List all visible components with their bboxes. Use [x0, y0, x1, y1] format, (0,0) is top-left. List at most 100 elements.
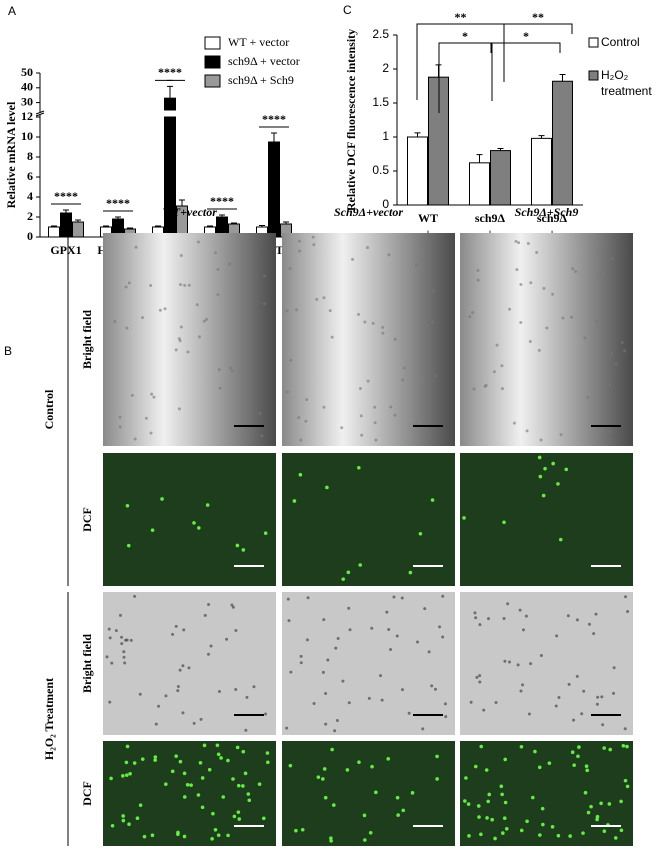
cell — [624, 595, 628, 599]
cell — [478, 680, 482, 684]
cell-signal — [493, 836, 497, 841]
cell — [389, 405, 393, 409]
significance-label: * — [523, 29, 529, 43]
cell — [571, 267, 575, 271]
cell-signal — [584, 764, 589, 768]
cell-signal — [541, 822, 545, 827]
cell — [373, 405, 377, 409]
cell-signal — [205, 503, 210, 507]
cell — [612, 691, 616, 695]
cell — [105, 655, 109, 659]
significance-label: ** — [158, 65, 170, 79]
cell — [306, 596, 310, 600]
brightfield-image — [103, 233, 276, 446]
cell — [312, 243, 316, 247]
cell — [545, 326, 549, 330]
brightfield-image — [282, 233, 455, 446]
error-bar — [559, 73, 566, 82]
cell — [366, 379, 370, 383]
fluorescence-image — [282, 453, 455, 586]
cell — [587, 622, 591, 626]
cell — [144, 416, 148, 420]
cell — [423, 265, 427, 269]
cell-signal — [464, 776, 468, 780]
group-label: H₂O₂ Treatment — [42, 678, 56, 760]
cell — [138, 692, 142, 696]
cell — [430, 684, 434, 688]
cell-signal — [487, 792, 492, 797]
significance-label: ** — [262, 112, 274, 126]
cell — [580, 712, 584, 716]
bar — [552, 80, 573, 206]
cell-signal — [329, 836, 333, 840]
cell — [400, 596, 404, 600]
cell — [387, 627, 391, 631]
cell — [217, 368, 221, 372]
cell-signal — [374, 790, 378, 795]
cell — [570, 315, 574, 319]
cell-signal — [226, 833, 230, 838]
cell — [179, 253, 183, 257]
cell — [299, 438, 303, 442]
cell — [286, 597, 290, 601]
cell-signal — [325, 485, 329, 490]
brightfield-image — [103, 592, 276, 735]
cell — [507, 660, 511, 664]
cell — [471, 311, 475, 315]
cell-signal — [362, 813, 367, 818]
cell — [122, 655, 126, 659]
x-tick-label: + — [549, 226, 556, 240]
cell — [260, 434, 264, 438]
cell — [557, 695, 561, 699]
cell — [518, 608, 522, 612]
cell-signal — [316, 775, 321, 779]
cell — [129, 638, 133, 642]
cell-signal — [502, 816, 507, 820]
cell — [583, 336, 587, 340]
legend-label: sch9Δ + Sch9 — [228, 73, 294, 87]
y-tick-label: 0 — [382, 197, 389, 211]
cell-signal — [185, 782, 190, 787]
error-bar — [271, 132, 277, 142]
cell-signal — [265, 751, 270, 755]
significance-label: ** — [66, 189, 78, 203]
error-bar — [127, 227, 133, 229]
legend-label: Control — [601, 35, 640, 49]
error-bar — [155, 225, 161, 227]
cell — [357, 312, 361, 316]
error-bar — [179, 199, 185, 206]
cell-signal — [153, 755, 158, 759]
bar — [164, 97, 176, 111]
y-tick-label: 1.5 — [372, 95, 389, 109]
cell-signal — [197, 526, 201, 530]
cell — [512, 421, 516, 425]
cell — [335, 719, 339, 723]
cell — [515, 268, 519, 272]
cell-signal — [329, 839, 333, 843]
cell — [340, 426, 344, 430]
cell — [416, 640, 420, 644]
y-tick-label: 2 — [382, 61, 389, 75]
cell — [285, 309, 289, 313]
error-bar — [283, 221, 289, 224]
cell — [574, 270, 578, 274]
axis-break — [35, 110, 45, 115]
cell — [395, 634, 399, 638]
cell-signal — [501, 831, 505, 835]
cell-signal — [540, 806, 545, 811]
cell — [626, 609, 630, 613]
cell-signal — [504, 827, 509, 831]
x-tick-label: sch9Δ — [537, 211, 568, 225]
bar — [164, 116, 176, 238]
row-label: DCF — [80, 507, 94, 532]
cell — [149, 431, 153, 435]
y-tick-label: 40 — [21, 80, 33, 94]
column-header: Sch9Δ+vector — [334, 205, 403, 219]
cell — [120, 642, 124, 646]
cell — [322, 405, 326, 409]
x-tick-label: GPX1 — [50, 243, 81, 257]
cell-signal — [266, 760, 270, 765]
cell — [539, 654, 543, 658]
cell-signal — [121, 818, 126, 823]
